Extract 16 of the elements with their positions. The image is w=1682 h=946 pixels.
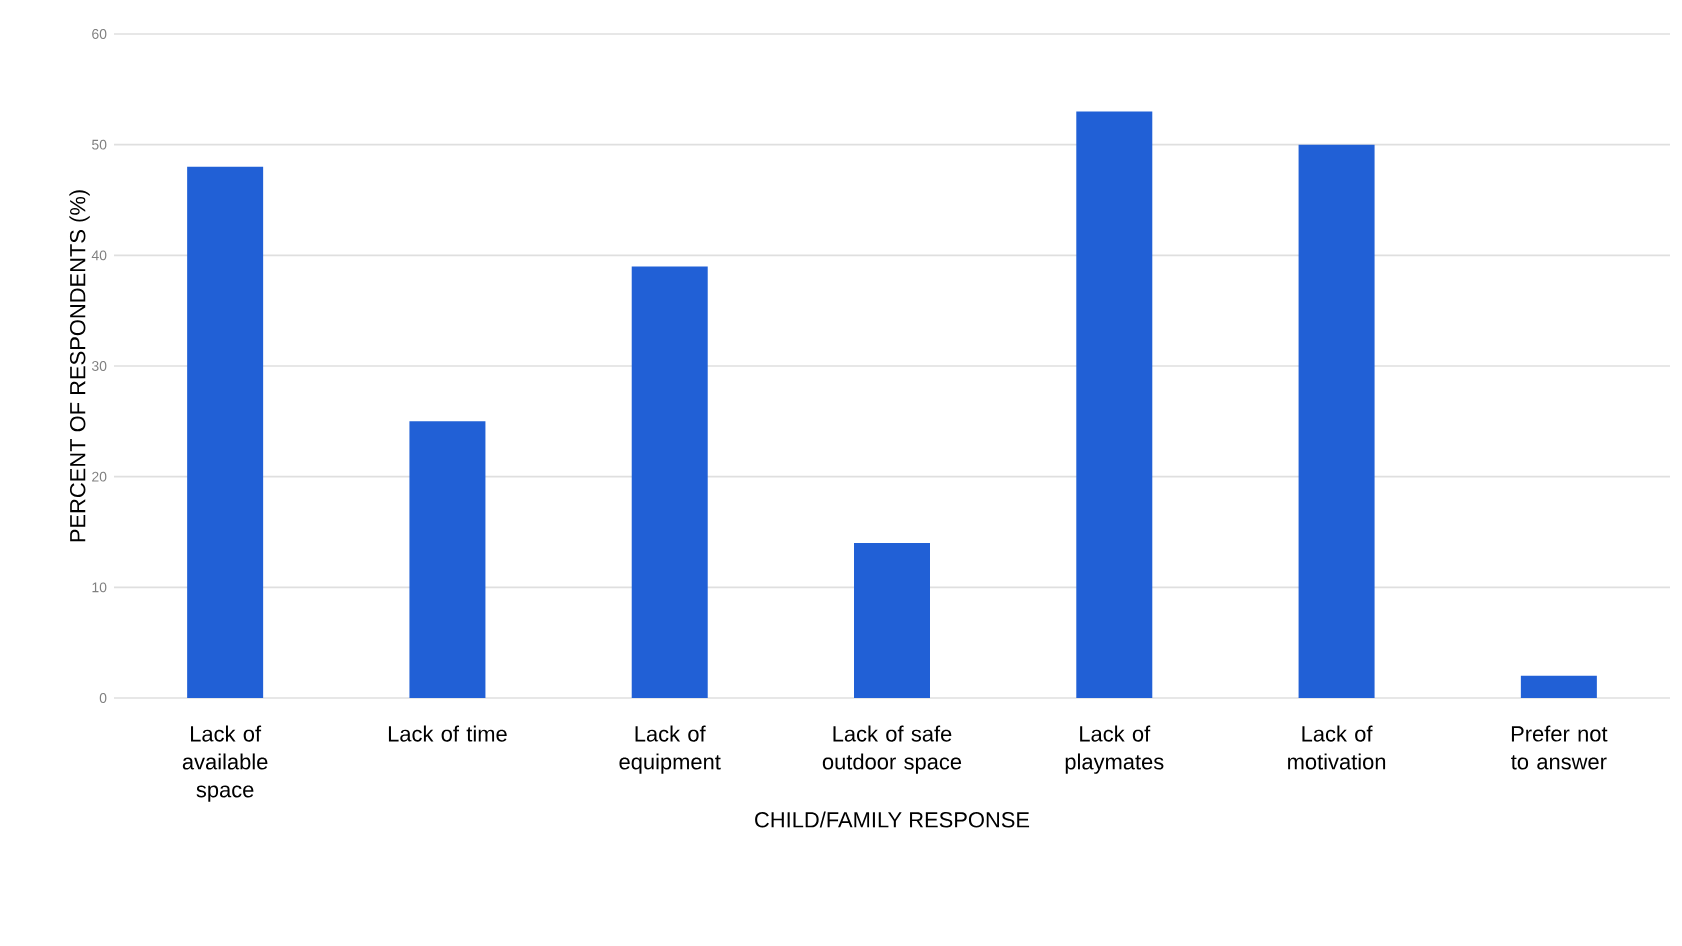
x-tick-label: Lack of playmates xyxy=(1065,725,1164,774)
x-tick-label: Lack of time xyxy=(388,725,507,742)
x-tick-label: Lack of motivation xyxy=(1288,725,1386,770)
x-tick-label: Lack of equipment xyxy=(619,725,721,774)
bar xyxy=(409,421,486,698)
bar xyxy=(1076,111,1153,698)
bar xyxy=(631,266,708,698)
bar xyxy=(187,166,264,698)
bar xyxy=(854,543,930,698)
x-axis-title: CHILD/FAMILY RESPONSE xyxy=(755,811,1030,828)
bar xyxy=(1298,144,1375,698)
x-tick-label: Prefer not to answer xyxy=(1511,725,1608,770)
x-tick-label: Lack of safe outdoor space xyxy=(822,725,962,774)
x-tick-label: Lack of available space xyxy=(182,725,268,802)
y-axis-title: PERCENT OF RESPONDENTS (%) xyxy=(69,190,90,542)
bar xyxy=(1520,675,1597,698)
